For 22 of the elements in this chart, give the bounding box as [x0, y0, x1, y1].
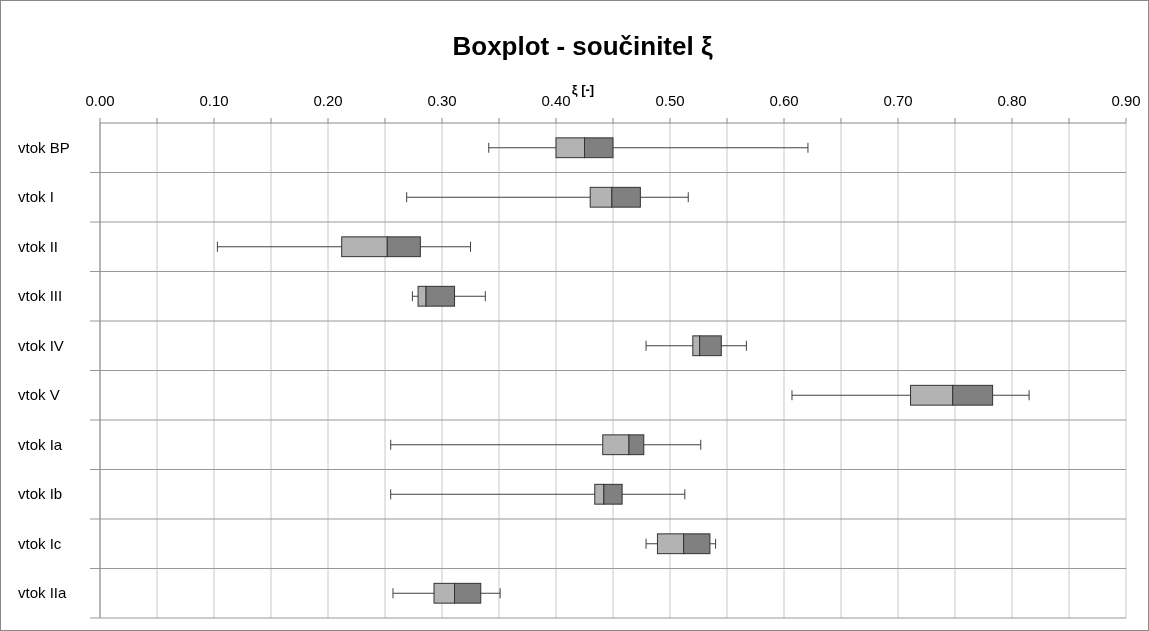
- x-axis-title: ξ [-]: [571, 82, 595, 97]
- y-tick-label: vtok Ic: [18, 534, 62, 552]
- x-tick-label: 0.70: [883, 92, 913, 109]
- x-tick-label: 0.90: [1111, 92, 1141, 109]
- x-tick-label: 0.20: [313, 92, 343, 109]
- x-tick-label: 0.30: [427, 92, 457, 109]
- y-tick-label: vtok V: [18, 386, 60, 404]
- y-tick-label: vtok I: [18, 188, 54, 206]
- y-tick-label: vtok II: [18, 237, 59, 255]
- y-tick-label: vtok Ib: [18, 485, 63, 503]
- x-tick-label: 0.60: [769, 92, 799, 109]
- y-tick-label: vtok BP: [18, 138, 70, 156]
- x-tick-label: 0.80: [997, 92, 1027, 109]
- x-tick-label: 0.40: [541, 92, 571, 109]
- y-tick-label: vtok Ia: [18, 435, 63, 453]
- x-tick-label: 0.50: [655, 92, 685, 109]
- y-tick-label: vtok IIa: [18, 584, 68, 602]
- chart-title: Boxplot - součinitel ξ: [452, 31, 713, 61]
- x-tick-label: 0.00: [85, 92, 115, 109]
- y-tick-label: vtok III: [18, 287, 63, 305]
- y-tick-label: vtok IV: [18, 336, 64, 354]
- x-tick-label: 0.10: [199, 92, 229, 109]
